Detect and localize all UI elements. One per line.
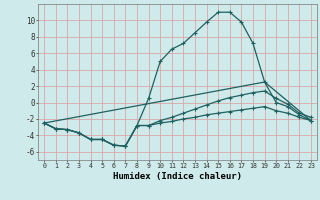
X-axis label: Humidex (Indice chaleur): Humidex (Indice chaleur)	[113, 172, 242, 181]
